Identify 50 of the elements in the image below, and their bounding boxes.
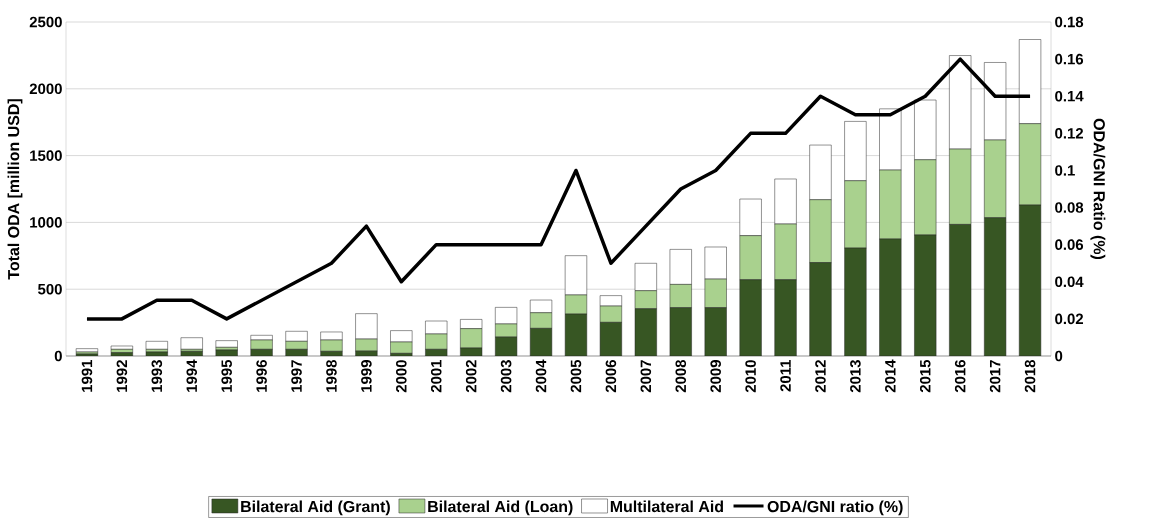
y2-tick-label: 0.06: [1055, 239, 1084, 250]
x-tick-label: 2008: [675, 360, 687, 393]
x-tick-label: 2006: [605, 360, 617, 393]
legend-label: ODA/GNI ratio (%): [767, 500, 903, 516]
x-tick-label: 2002: [465, 360, 477, 393]
x-tick-label: 2001: [430, 359, 442, 393]
x-tick-label: 1998: [326, 360, 337, 392]
x-tick-label: 1993: [151, 360, 163, 392]
y-tick-label: 2000: [29, 83, 62, 95]
x-tick-label: 2005: [570, 359, 582, 393]
y-axis-title: Total ODA [million USD]: [7, 99, 23, 280]
x-tick-label: 2013: [850, 360, 861, 393]
y2-axis-title: ODA/GNI Ratio (%): [1090, 118, 1106, 260]
y-tick-label: 500: [38, 283, 62, 295]
x-tick-label: 2003: [500, 360, 512, 393]
y-tick-label: 2500: [29, 16, 62, 28]
x-tick-label: 2017: [989, 360, 1001, 393]
legend-label: Multilateral Aid: [610, 500, 723, 513]
y2-tick-label: 0.16: [1055, 53, 1084, 65]
x-tick-label: 1992: [116, 360, 128, 392]
y2-tick-label: 0.08: [1055, 202, 1084, 213]
y2-tick-label: 0.02: [1055, 313, 1084, 325]
x-tick-label: 2018: [1024, 360, 1036, 393]
y2-tick-label: 0.04: [1055, 276, 1084, 288]
x-tick-label: 2004: [535, 359, 547, 393]
x-tick-label: 2011: [780, 359, 791, 392]
x-tick-label: 2000: [396, 360, 407, 393]
y-tick-label: 1000: [30, 217, 62, 228]
y2-tick-label: 0: [1055, 350, 1063, 362]
x-tick-label: 2014: [885, 359, 896, 393]
x-tick-label: 2010: [745, 360, 756, 393]
y-tick-label: 1500: [30, 150, 62, 161]
y2-tick-label: 0.18: [1055, 16, 1084, 28]
legend-label: Bilateral Aid (Grant): [241, 500, 390, 516]
y2-tick-label: 0.12: [1055, 128, 1084, 139]
x-tick-label: 1994: [186, 359, 198, 392]
x-tick-label: 2015: [919, 359, 931, 393]
x-tick-label: 2007: [640, 360, 652, 393]
x-tick-label: 1996: [256, 360, 267, 392]
y-tick-label: 0: [54, 350, 62, 362]
legend-label: Bilateral Aid (Loan): [428, 500, 573, 516]
x-tick-label: 1999: [361, 360, 372, 392]
x-tick-label: 1991: [81, 359, 93, 392]
y2-tick-label: 0.14: [1055, 90, 1084, 102]
x-tick-label: 1997: [291, 360, 302, 392]
x-tick-label: 2012: [815, 360, 826, 393]
x-tick-label: 2009: [710, 360, 721, 393]
x-tick-label: 1995: [221, 359, 232, 392]
y2-tick-label: 0.1: [1055, 165, 1075, 176]
x-tick-label: 2016: [954, 360, 966, 393]
